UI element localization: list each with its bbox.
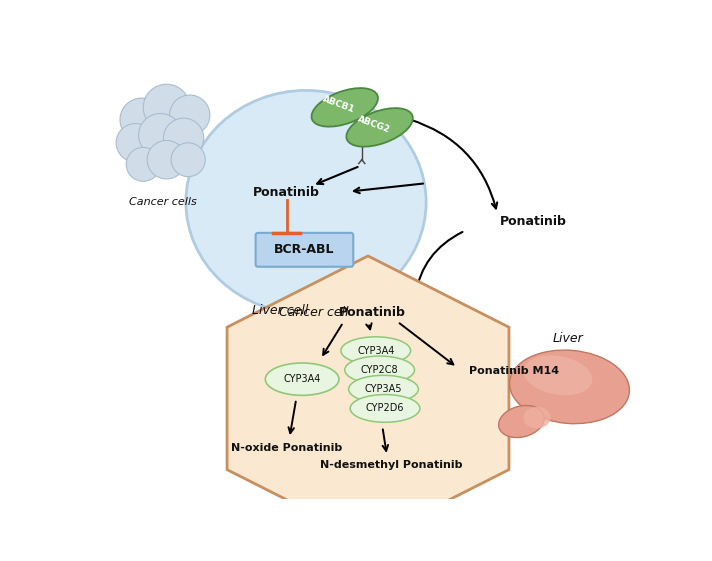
Text: CYP2C8: CYP2C8 [361,365,399,375]
Circle shape [147,140,186,179]
Ellipse shape [498,406,544,438]
Polygon shape [227,256,509,541]
Text: Cancer cell: Cancer cell [279,306,349,319]
Text: BCR-ABL: BCR-ABL [274,243,335,256]
Text: ABCG2: ABCG2 [357,114,392,135]
Text: Ponatinib: Ponatinib [338,306,405,319]
Circle shape [143,84,190,131]
FancyBboxPatch shape [256,233,353,266]
Ellipse shape [346,108,413,146]
Ellipse shape [523,407,550,429]
Ellipse shape [349,375,419,403]
Text: Ponatinib: Ponatinib [253,186,320,199]
Text: CYP3A4: CYP3A4 [283,374,321,384]
Ellipse shape [345,356,414,384]
Text: Ponatinib M14: Ponatinib M14 [468,366,559,376]
Text: Cancer cells: Cancer cells [129,197,197,206]
Ellipse shape [510,350,629,424]
Text: Liver: Liver [553,332,583,344]
Text: CYP2D6: CYP2D6 [366,403,404,413]
Text: N-desmethyl Ponatinib: N-desmethyl Ponatinib [320,460,463,470]
Text: N-oxide Ponatinib: N-oxide Ponatinib [231,443,342,453]
Circle shape [126,148,160,181]
Text: CYP3A4: CYP3A4 [357,346,394,356]
Text: Liver cell: Liver cell [252,305,308,318]
Text: ABCB1: ABCB1 [321,94,356,114]
Ellipse shape [186,90,426,314]
Circle shape [169,95,210,135]
Circle shape [139,113,182,157]
Circle shape [116,123,155,162]
Ellipse shape [523,356,592,395]
Ellipse shape [341,337,411,365]
Text: CYP3A5: CYP3A5 [365,384,402,394]
Circle shape [120,98,163,141]
Ellipse shape [312,88,378,127]
Circle shape [171,143,205,177]
Circle shape [163,118,204,158]
Text: Ponatinib: Ponatinib [500,215,567,228]
Ellipse shape [350,394,420,422]
Ellipse shape [266,363,339,396]
